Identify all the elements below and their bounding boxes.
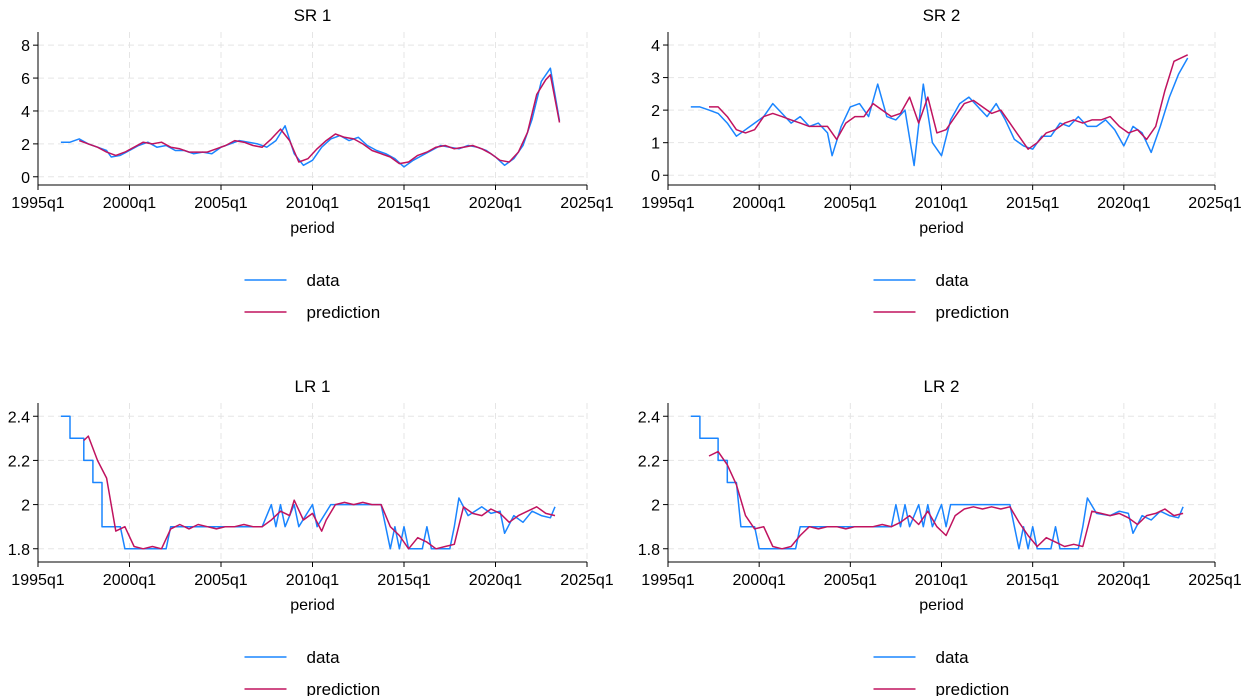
series-line-data [690,57,1189,167]
chart-title: LR 2 [924,377,960,396]
x-tick-label: 2010q1 [915,572,968,589]
series-line-data [60,415,556,550]
series-line-prediction [78,74,561,165]
chart-panel-4: LR 2 1.8 2 2.2 2.4 1995q1 2000q1 2005q1 2010q1 20… [638,377,1242,696]
x-axis-title: period [290,220,334,237]
x-tick-label: 2020q1 [1097,572,1150,589]
x-tick-label: 2020q1 [469,572,522,589]
legend-label-prediction: prediction [307,303,381,322]
legend-label-prediction: prediction [307,680,381,696]
y-tick-label: 1.8 [8,542,30,559]
x-tick-label: 2020q1 [469,195,522,212]
x-tick-label: 1995q1 [641,572,694,589]
legend-label-data: data [936,648,970,667]
x-tick-label: 1995q1 [641,195,694,212]
x-tick-label: 1995q1 [11,195,64,212]
chart-panel-3: LR 1 1.8 2 2.2 2.4 1995q1 2000q1 2005q1 2010q1 20… [8,377,614,696]
x-axis-title: period [919,597,963,614]
legend-label-data: data [936,271,970,290]
x-axis-title: period [290,597,334,614]
x-tick-label: 2025q1 [560,572,613,589]
x-tick-label: 2000q1 [103,195,156,212]
legend: data prediction [244,648,381,696]
series-line-prediction [709,54,1189,150]
legend: data prediction [873,271,1010,322]
x-tick-label: 2015q1 [377,572,430,589]
chart-title: SR 2 [923,6,961,25]
legend: data prediction [873,648,1010,696]
legend-label-prediction: prediction [936,303,1010,322]
y-tick-label: 2.2 [8,453,30,470]
series-line-data [60,67,561,168]
x-tick-label: 2015q1 [1006,572,1059,589]
chart-panel-1: SR 1 0 2 4 6 8 1995q1 2000q1 2005q1 2010q1 2015q1 2… [11,6,613,322]
x-tick-label: 2025q1 [1188,195,1241,212]
legend-label-prediction: prediction [936,680,1010,696]
x-tick-label: 2005q1 [824,572,877,589]
y-tick-label: 2.2 [638,453,660,470]
y-tick-label: 2 [21,137,30,154]
x-tick-label: 2005q1 [194,572,247,589]
x-tick-label: 2000q1 [732,572,785,589]
x-tick-label: 2005q1 [824,195,877,212]
series-line-data [690,415,1184,550]
legend: data prediction [244,271,381,322]
chart-title: LR 1 [295,377,331,396]
chart-panel-2: SR 2 0 1 2 3 4 1995q1 2000q1 2005q1 2010q1 2015q1 2… [641,6,1241,322]
y-tick-label: 4 [651,38,660,55]
y-tick-label: 4 [21,104,30,121]
y-tick-label: 6 [21,71,30,88]
series-line-prediction [708,450,1184,550]
y-tick-label: 2 [651,103,660,120]
x-tick-label: 2010q1 [286,195,339,212]
x-tick-label: 2000q1 [103,572,156,589]
x-tick-label: 2005q1 [194,195,247,212]
x-tick-label: 2015q1 [377,195,430,212]
x-tick-label: 2020q1 [1097,195,1150,212]
y-tick-label: 3 [651,71,660,88]
x-tick-label: 2025q1 [560,195,613,212]
x-tick-label: 1995q1 [11,572,64,589]
x-axis-title: period [919,220,963,237]
y-tick-label: 2 [651,498,660,515]
x-tick-label: 2025q1 [1188,572,1241,589]
y-tick-label: 2.4 [8,409,30,426]
y-tick-label: 2 [21,498,30,515]
legend-label-data: data [307,271,341,290]
chart-title: SR 1 [294,6,332,25]
y-tick-label: 1 [651,136,660,153]
y-tick-label: 0 [651,168,660,185]
legend-label-data: data [307,648,341,667]
x-tick-label: 2010q1 [286,572,339,589]
x-tick-label: 2015q1 [1006,195,1059,212]
y-tick-label: 2.4 [638,409,660,426]
series-line-prediction [83,435,556,550]
y-tick-label: 8 [21,38,30,55]
x-tick-label: 2010q1 [915,195,968,212]
x-tick-label: 2000q1 [732,195,785,212]
y-tick-label: 0 [21,170,30,187]
y-tick-label: 1.8 [638,542,660,559]
